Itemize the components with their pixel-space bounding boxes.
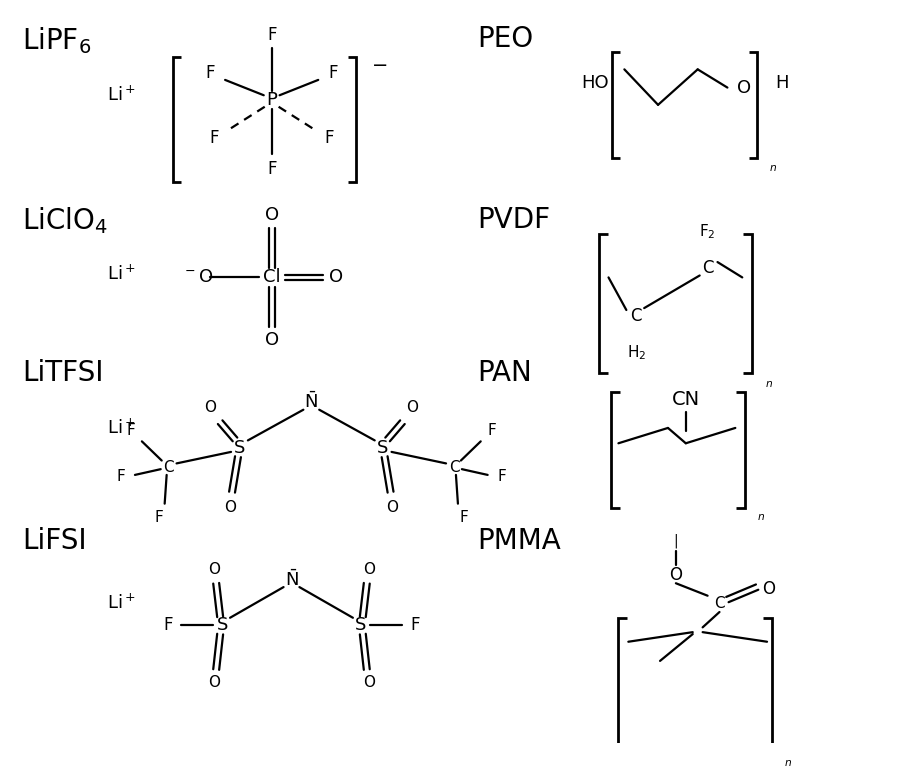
Text: $^-$O: $^-$O [182, 268, 213, 286]
Text: O: O [208, 562, 220, 577]
Text: S: S [216, 617, 228, 635]
Text: Li$^+$: Li$^+$ [106, 594, 136, 613]
Text: O: O [762, 580, 776, 598]
Text: O: O [265, 206, 279, 224]
Text: F: F [163, 617, 173, 635]
Text: O: O [670, 566, 682, 584]
Text: LiTFSI: LiTFSI [22, 359, 104, 387]
Text: O: O [204, 400, 216, 416]
Text: S: S [356, 617, 366, 635]
Text: F: F [205, 64, 215, 82]
Text: C: C [163, 460, 174, 475]
Text: LiPF$_6$: LiPF$_6$ [22, 25, 91, 56]
Text: O: O [363, 675, 374, 691]
Text: C: C [449, 460, 459, 475]
Text: F$_2$: F$_2$ [699, 222, 716, 241]
Text: O: O [224, 500, 236, 515]
Text: PMMA: PMMA [478, 527, 562, 554]
Text: O: O [363, 562, 374, 577]
Text: F: F [410, 617, 420, 635]
Text: Li$^+$: Li$^+$ [106, 86, 136, 105]
Text: LiClO$_4$: LiClO$_4$ [22, 206, 108, 236]
Text: PAN: PAN [478, 359, 533, 387]
Text: F: F [154, 510, 163, 524]
Text: O: O [329, 268, 343, 286]
Text: F: F [117, 470, 125, 484]
Text: S: S [234, 439, 246, 457]
Text: |: | [673, 534, 679, 548]
Text: S: S [377, 439, 388, 457]
Text: $-$: $-$ [371, 54, 387, 73]
Text: O: O [386, 500, 399, 515]
Text: C: C [702, 259, 714, 277]
Text: F: F [328, 64, 338, 82]
Text: $\bar{\mathrm{N}}$: $\bar{\mathrm{N}}$ [284, 569, 298, 590]
Text: O: O [737, 79, 751, 96]
Text: F: F [460, 510, 468, 524]
Text: F: F [267, 160, 276, 178]
Text: F: F [497, 470, 506, 484]
Text: PEO: PEO [478, 25, 534, 53]
Text: H: H [775, 74, 788, 92]
Text: Cl: Cl [263, 268, 281, 286]
Text: O: O [208, 675, 220, 691]
Text: CN: CN [671, 389, 700, 409]
Text: C: C [631, 307, 642, 325]
Text: $_n$: $_n$ [784, 754, 792, 769]
Text: F: F [127, 423, 135, 438]
Text: F: F [324, 130, 334, 147]
Text: $_n$: $_n$ [769, 160, 778, 174]
Text: Li$^+$: Li$^+$ [106, 419, 136, 438]
Text: $_n$: $_n$ [765, 375, 773, 390]
Text: F: F [267, 26, 276, 44]
Text: HO: HO [580, 74, 608, 92]
Text: C: C [715, 596, 724, 611]
Text: $\bar{\mathrm{N}}$: $\bar{\mathrm{N}}$ [304, 392, 318, 412]
Text: Li$^+$: Li$^+$ [106, 265, 136, 284]
Text: PVDF: PVDF [478, 206, 551, 234]
Text: LiFSI: LiFSI [22, 527, 86, 554]
Text: P: P [266, 91, 277, 109]
Text: O: O [265, 331, 279, 348]
Text: $_n$: $_n$ [757, 508, 765, 524]
Text: O: O [407, 400, 418, 416]
Text: H$_2$: H$_2$ [626, 343, 646, 362]
Text: F: F [487, 423, 496, 438]
Text: F: F [210, 130, 219, 147]
